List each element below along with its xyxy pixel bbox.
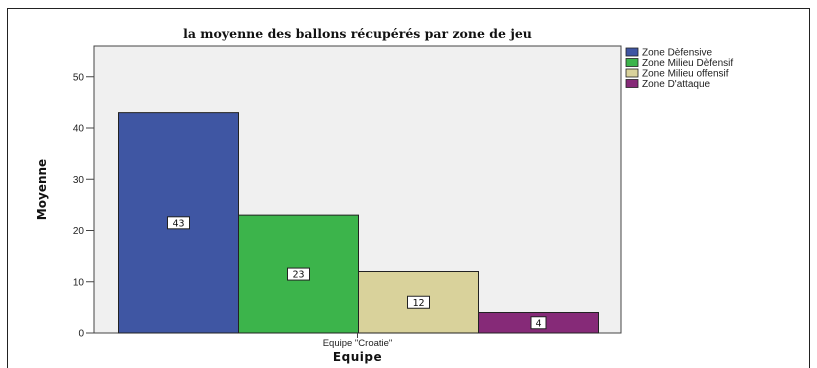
data-labels: 43 23 12 4 [167,216,547,330]
legend-swatch [625,58,639,67]
legend-swatch [625,68,639,78]
data-label: 43 [172,218,184,229]
data-label-box [167,216,190,230]
y-axis-label: Moyenne [35,159,49,220]
legend-label: Zone Dèfensive [642,48,712,59]
legend-swatch [625,47,639,57]
x-axis-label: Equipe [333,350,382,364]
y-tick-label: 40 [73,124,85,135]
y-axis: 0 10 20 30 40 50 [73,46,95,340]
chart-title: la moyenne des ballons récupérés par zon… [183,26,532,41]
legend-swatch [625,79,639,88]
data-label-box [530,316,547,330]
legend-label: Zone Milieu Dèfensif [642,58,733,69]
data-label: 23 [292,270,304,281]
data-label-box [407,295,430,309]
x-tick-label: Equipe "Croatie" [323,338,393,349]
y-tick-label: 0 [78,329,84,340]
x-axis: Equipe "Croatie" [323,333,393,349]
data-label: 4 [535,318,541,329]
data-label: 12 [412,298,424,309]
data-label-box [287,267,310,281]
y-tick-label: 10 [73,277,85,288]
y-tick-label: 20 [73,226,85,237]
legend-label: Zone Milieu offensif [642,69,729,80]
legend-label: Zone D'attaque [642,79,711,90]
chart-frame [7,8,810,368]
y-tick-label: 50 [73,72,85,83]
y-tick-label: 30 [73,175,85,186]
